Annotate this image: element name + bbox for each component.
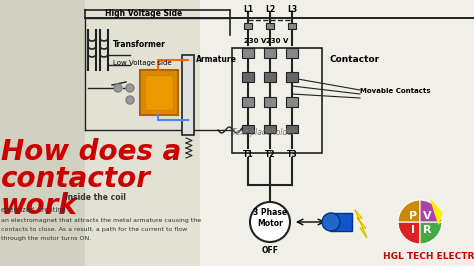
Text: 230 V: 230 V	[244, 38, 266, 44]
Bar	[232, 48, 322, 153]
Text: R: R	[423, 225, 431, 235]
Polygon shape	[431, 200, 442, 224]
Text: I: I	[411, 225, 415, 235]
Bar	[244, 23, 252, 29]
Text: L2: L2	[265, 5, 275, 14]
Text: Text placeholder: Text placeholder	[232, 128, 295, 137]
Text: Armature: Armature	[196, 55, 237, 64]
Bar	[330, 213, 352, 231]
Bar	[140, 70, 178, 115]
Text: Contactor: Contactor	[330, 55, 380, 64]
Text: 230 V: 230 V	[266, 38, 288, 44]
Text: Movable Contacts: Movable Contacts	[360, 88, 430, 94]
Bar	[286, 125, 298, 133]
Text: energized, creating: energized, creating	[1, 207, 66, 213]
Text: T3: T3	[287, 150, 297, 159]
Bar	[242, 72, 254, 82]
Text: an electromagnet that attracts the metal armature causing the: an electromagnet that attracts the metal…	[1, 218, 201, 223]
Polygon shape	[355, 210, 367, 238]
Bar	[242, 97, 254, 107]
Bar	[266, 23, 274, 29]
Bar	[264, 97, 276, 107]
Bar	[286, 72, 298, 82]
Circle shape	[250, 202, 290, 242]
Text: How does a
contactor
work: How does a contactor work	[1, 138, 182, 220]
Wedge shape	[398, 200, 420, 222]
Wedge shape	[420, 222, 442, 244]
Text: High Voltage Side: High Voltage Side	[105, 10, 182, 19]
Text: through the motor turns ON.: through the motor turns ON.	[1, 236, 91, 241]
Text: Transformer: Transformer	[113, 40, 166, 49]
Text: V: V	[423, 211, 431, 221]
Bar	[182, 55, 194, 135]
Text: HGL TECH ELECTRIC: HGL TECH ELECTRIC	[383, 252, 474, 261]
Circle shape	[126, 84, 134, 92]
Bar	[264, 48, 276, 58]
Text: L3: L3	[287, 5, 297, 14]
Bar	[286, 48, 298, 58]
Text: 3 Phase
Motor: 3 Phase Motor	[253, 208, 287, 228]
Wedge shape	[398, 222, 420, 244]
Circle shape	[322, 213, 340, 231]
Text: P: P	[409, 211, 417, 221]
Wedge shape	[420, 200, 442, 222]
Bar	[85, 0, 474, 266]
Text: T1: T1	[243, 150, 253, 159]
Bar	[264, 125, 276, 133]
Bar	[145, 75, 173, 110]
Text: inside the coil: inside the coil	[65, 193, 126, 202]
Text: OFF: OFF	[262, 246, 279, 255]
Bar	[0, 0, 200, 266]
Circle shape	[126, 96, 134, 104]
Circle shape	[114, 84, 122, 92]
Text: L1: L1	[243, 5, 253, 14]
Text: contacts to close. As a result, a path for the current to flow: contacts to close. As a result, a path f…	[1, 227, 187, 232]
Bar	[242, 125, 254, 133]
Bar	[242, 48, 254, 58]
Text: T2: T2	[264, 150, 275, 159]
Bar	[286, 97, 298, 107]
Bar	[288, 23, 296, 29]
Text: Low Voltage side: Low Voltage side	[113, 60, 172, 66]
Bar	[264, 72, 276, 82]
